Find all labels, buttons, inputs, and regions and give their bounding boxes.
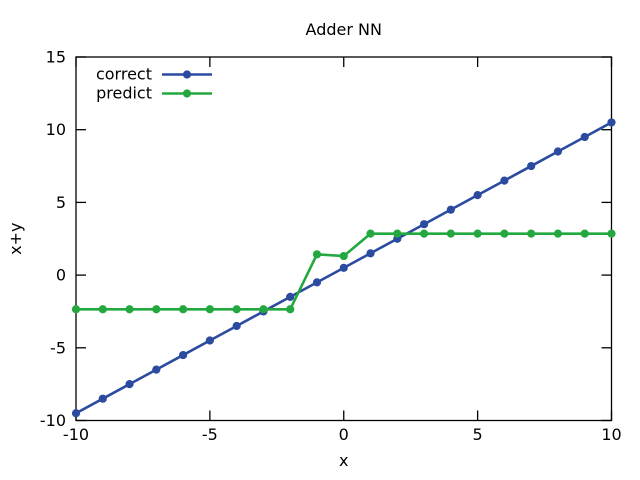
legend-marker-predict <box>182 89 192 98</box>
y-tick-label: 0 <box>56 266 66 285</box>
predict-point <box>580 229 589 238</box>
correct-series <box>71 118 616 418</box>
correct-point <box>152 365 161 374</box>
predict-point <box>98 305 107 314</box>
y-axis-label: x+y <box>6 223 25 255</box>
correct-point <box>446 205 455 214</box>
correct-point <box>125 380 134 389</box>
correct-point <box>473 191 482 200</box>
legend-item-predict: predict <box>96 84 212 103</box>
predict-point <box>446 229 455 238</box>
y-tick-label: -10 <box>40 411 66 430</box>
predict-point <box>71 305 81 314</box>
x-tick-label: -5 <box>202 425 218 444</box>
x-tick-label: 5 <box>473 425 483 444</box>
legend-marker-correct <box>182 70 192 79</box>
predict-point <box>366 229 375 238</box>
correct-point <box>232 321 241 331</box>
predict-point <box>527 229 536 238</box>
x-axis-label: x <box>339 451 348 470</box>
correct-point <box>205 336 214 345</box>
correct-point <box>580 132 589 142</box>
correct-point <box>98 394 107 403</box>
predict-point <box>286 305 295 314</box>
correct-point <box>366 249 375 258</box>
y-tick-label: 5 <box>56 193 66 212</box>
predict-point <box>205 305 214 314</box>
predict-point <box>500 229 509 238</box>
predict-series <box>71 229 616 314</box>
predict-point <box>125 305 134 314</box>
legend-label-correct: correct <box>96 65 152 84</box>
legend-item-correct: correct <box>96 65 212 84</box>
x-tick-label: -10 <box>63 425 89 444</box>
correct-point <box>339 263 348 272</box>
predict-point <box>607 229 616 238</box>
correct-point <box>286 292 295 302</box>
x-tick-label: 0 <box>339 425 349 444</box>
predict-point <box>393 229 402 238</box>
correct-point <box>527 161 536 171</box>
predict-point <box>232 305 241 314</box>
predict-point <box>259 305 268 314</box>
correct-point <box>71 409 81 418</box>
correct-point <box>419 220 429 229</box>
predict-point <box>553 229 563 238</box>
x-tick-label: 10 <box>601 425 621 444</box>
chart-title: Adder NN <box>306 20 382 39</box>
y-tick-label: 15 <box>46 48 66 67</box>
correct-point <box>179 350 188 360</box>
predict-point <box>152 305 161 314</box>
correct-point <box>553 147 563 156</box>
correct-point <box>312 278 322 287</box>
predict-point <box>339 251 348 261</box>
correct-point <box>607 118 616 127</box>
y-tick-label: 10 <box>46 120 66 139</box>
predict-point <box>473 229 482 238</box>
predict-point <box>419 229 429 238</box>
y-tick-label: -5 <box>50 338 66 357</box>
correct-point <box>500 176 509 185</box>
predict-point <box>312 250 322 259</box>
predict-point <box>179 305 188 314</box>
legend-label-predict: predict <box>96 84 152 103</box>
